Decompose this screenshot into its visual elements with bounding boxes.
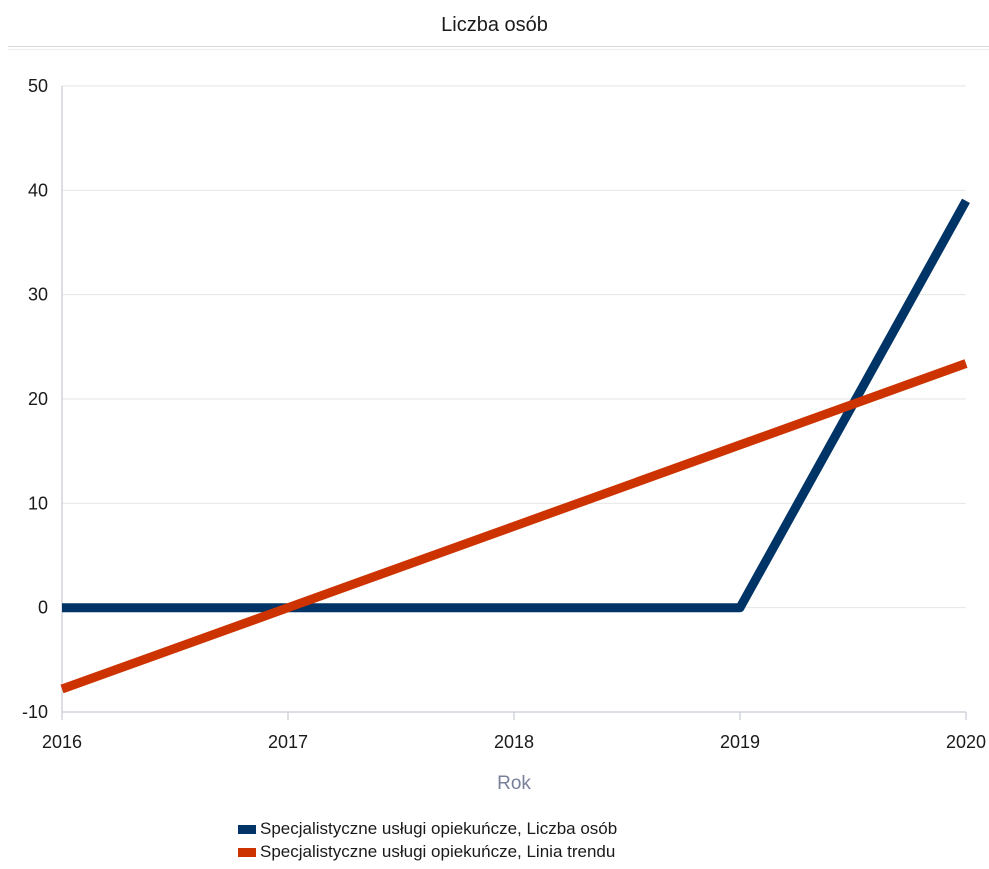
legend-label-series-2: Specjalistyczne usługi opiekuńcze, Linia… [260,842,616,861]
legend-swatch-series-1 [238,824,256,834]
y-axis-ticks: -10 0 10 20 30 40 50 [22,76,48,722]
title-divider [8,46,989,47]
x-axis-label: Rok [497,773,531,794]
y-tick-label: -10 [22,702,48,722]
y-tick-label: 10 [28,493,48,513]
legend-item-series-1[interactable]: Specjalistyczne usługi opiekuńcze, Liczb… [238,818,617,840]
y-tick-label: 0 [38,598,48,618]
legend-label-series-1: Specjalistyczne usługi opiekuńcze, Liczb… [260,819,618,838]
y-tick-label: 40 [28,180,48,200]
series-line-1 [62,198,970,613]
series-line-2 [60,359,968,694]
x-tick-label: 2020 [946,732,986,752]
title-divider-secondary [8,49,989,50]
y-tick-label: 20 [28,389,48,409]
y-tick-label: 50 [28,76,48,96]
chart-plot-area: -10 0 10 20 30 40 50 2016 2017 2018 2019 2020 Rok [22,76,986,794]
axes [61,86,967,720]
legend-swatch-series-2 [238,847,256,857]
y-tick-label: 30 [28,285,48,305]
chart-title: Liczba osób [441,14,548,36]
series-lines [60,198,970,694]
x-tick-label: 2017 [268,732,308,752]
legend-item-series-2[interactable]: Specjalistyczne usługi opiekuńcze, Linia… [238,841,615,863]
x-tick-label: 2018 [494,732,534,752]
x-axis-ticks: 2016 2017 2018 2019 2020 [42,732,986,752]
x-tick-label: 2016 [42,732,82,752]
x-tick-label: 2019 [720,732,760,752]
